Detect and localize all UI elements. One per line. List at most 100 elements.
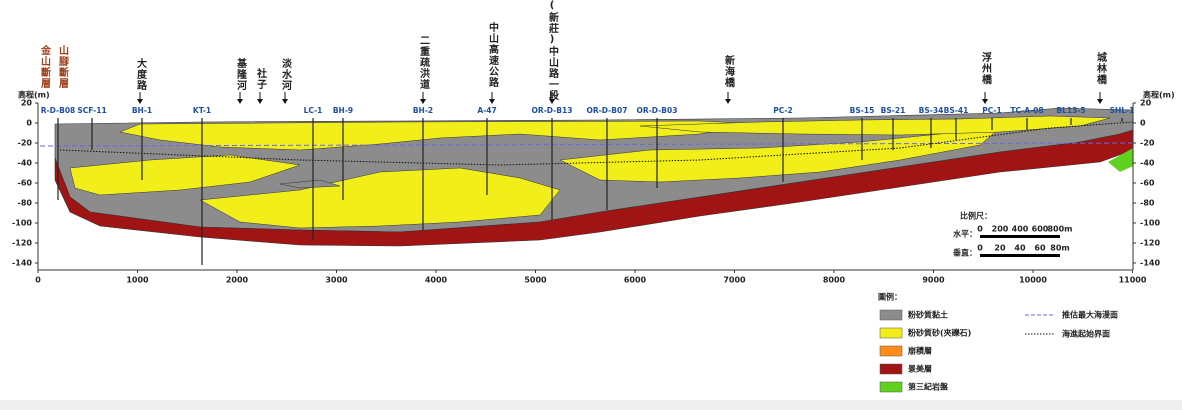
- x-tick-label: 3000: [325, 276, 348, 285]
- y-tick-label: 0: [26, 119, 32, 128]
- borehole-label: A-47: [477, 106, 496, 115]
- x-tick-label: 1000: [126, 276, 149, 285]
- x-tick-label: 7000: [723, 276, 746, 285]
- borehole-label: OR-D-B13: [532, 106, 573, 115]
- legend-text: 海進起始界面: [1062, 329, 1110, 339]
- borehole-label: BH-2: [413, 106, 433, 115]
- borehole-label: KT-1: [193, 106, 211, 115]
- borehole-label: BS-34: [919, 106, 944, 115]
- y-tick-label: 20: [1140, 99, 1152, 108]
- landmark-label: 山腳斷層: [57, 44, 69, 89]
- scale-tick: 60: [1034, 244, 1046, 253]
- scale-title: 比例尺：: [960, 211, 992, 221]
- legend-text: 粉砂質砂(夾礫石): [908, 328, 971, 338]
- y-tick-label: -100: [12, 219, 32, 228]
- y-tick-label: -40: [18, 159, 33, 168]
- legend: 圖例： 推估最大海漫面 海進起始界面: [878, 292, 1118, 339]
- scale-bar: 比例尺： 水平： 垂直：: [952, 211, 1060, 258]
- footer-band: [0, 400, 1182, 410]
- legend-text: 粉砂質黏土: [908, 310, 948, 320]
- landmark-label: 金山斷層: [39, 44, 52, 89]
- transgression-line: [59, 121, 1134, 166]
- y-tick-label: -80: [1140, 199, 1155, 208]
- landmark-label: 大度路: [135, 57, 147, 91]
- landmark-label: 浮州橋: [980, 51, 993, 85]
- landmark-label: 二重疏洪道: [418, 35, 430, 90]
- x-tick-label: 11000: [1119, 276, 1147, 285]
- legend-swatch: [879, 381, 903, 393]
- bedrock: [1108, 148, 1133, 172]
- x-tick-label: 2000: [226, 276, 249, 285]
- x-tick-label: 9000: [922, 276, 945, 285]
- y-tick-label: -80: [18, 199, 33, 208]
- arrow-head: [137, 99, 143, 104]
- scale-label: 垂直：: [953, 248, 977, 258]
- y-tick-label: -60: [18, 179, 33, 188]
- borehole-label: BH-1: [132, 106, 152, 115]
- y-tick-label: -60: [1140, 179, 1155, 188]
- y-tick-label: -140: [12, 259, 32, 268]
- arrow-head: [982, 99, 988, 104]
- borehole-label: OR-D-B03: [637, 106, 678, 115]
- x-tick-label: 0: [35, 276, 41, 285]
- max-flood-line: [39, 142, 1134, 147]
- landmark-label: 社子: [255, 67, 268, 90]
- scale-bar: [980, 254, 1060, 257]
- scale-tick: 800m: [1047, 225, 1072, 234]
- landmark-label: 基隆河: [235, 57, 248, 91]
- landmark-label: 中山高速公路: [487, 21, 499, 88]
- landmark-label: 淡水河: [280, 58, 293, 91]
- x-tick-label: 10000: [1019, 276, 1047, 285]
- sand-lens: [119, 120, 761, 151]
- y-tick-label: 0: [1140, 119, 1146, 128]
- legend-swatch: [879, 327, 903, 339]
- scale-tick: 20: [994, 244, 1006, 253]
- landmark-label: 新海橋: [723, 54, 735, 88]
- scale-tick: 0: [977, 225, 983, 234]
- sand-lens: [69, 154, 301, 196]
- borehole-label: PC-2: [773, 106, 793, 115]
- scale-tick: 80m: [1050, 244, 1069, 253]
- borehole-label: BS-41: [944, 106, 969, 115]
- axes: 高程(m) 高程(m): [18, 90, 1175, 271]
- y-tick-label: -120: [1140, 239, 1160, 248]
- x-tick-label: 4000: [425, 276, 448, 285]
- x-tick-label: 8000: [823, 276, 846, 285]
- scale-label: 水平：: [952, 229, 977, 239]
- scale-tick: 0: [977, 244, 983, 253]
- scale-bar: [980, 235, 1060, 238]
- borehole-label: BH-9: [333, 106, 353, 115]
- borehole-label: SHL-1: [1110, 106, 1135, 115]
- y-axis-title: 高程(m): [18, 90, 50, 100]
- sand-lens: [199, 167, 561, 229]
- y-tick-label: -20: [1140, 139, 1155, 148]
- borehole-label: TC-A-08: [1010, 106, 1043, 115]
- arrow-head: [1097, 99, 1103, 104]
- y-axis-title: 高程(m): [1143, 90, 1175, 100]
- legend-swatch: [879, 345, 903, 357]
- borehole-label: R-D-B08: [41, 106, 76, 115]
- borehole-label: SCF-11: [77, 106, 106, 115]
- legend-text: 崩積層: [908, 346, 932, 356]
- scale-tick: 400: [1012, 225, 1029, 234]
- scale-tick: 200: [992, 225, 1009, 234]
- scale-tick: 600: [1032, 225, 1049, 234]
- y-tick-label: -100: [1140, 219, 1160, 228]
- arrow-head: [489, 99, 495, 104]
- x-tick-label: 5000: [524, 276, 547, 285]
- y-tick-label: 20: [21, 99, 33, 108]
- y-tick-label: -40: [1140, 159, 1155, 168]
- y-tick-label: -20: [18, 139, 33, 148]
- clay-lens: [279, 179, 341, 189]
- legend-title: 圖例：: [878, 292, 902, 302]
- arrow-head: [237, 99, 243, 104]
- landmark-label: 城林橋: [1095, 51, 1107, 85]
- y-tick-label: -140: [1140, 259, 1160, 268]
- arrow-head: [420, 99, 426, 104]
- borehole-label: OR-D-B07: [587, 106, 628, 115]
- borehole-label: BL13-5: [1056, 106, 1085, 115]
- borehole-label: BS-15: [850, 106, 875, 115]
- x-tick-label: 6000: [624, 276, 647, 285]
- legend-text: 景美層: [908, 364, 932, 374]
